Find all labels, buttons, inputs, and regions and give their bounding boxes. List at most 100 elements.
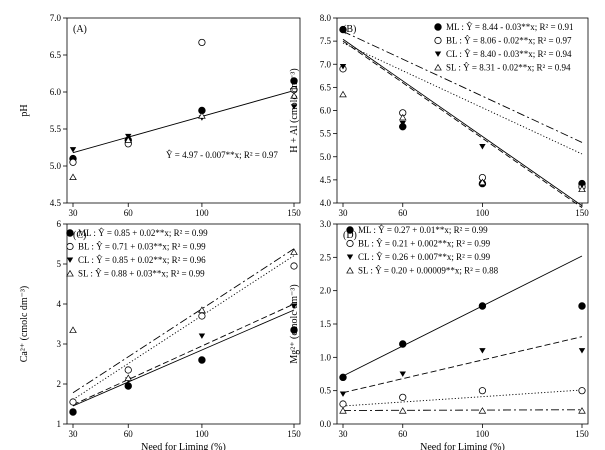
- fit-line-1: [72, 309, 295, 407]
- data-point: [290, 77, 298, 85]
- data-point: [339, 391, 347, 397]
- legend-marker: [346, 226, 354, 234]
- panel-3: 1 2 3 4 5 6 30 60 100 150 (C) Ca²⁺ (cmolc dm⁻³) Need…: [19, 219, 301, 450]
- legend-marker: [346, 254, 354, 260]
- legend-entry: SL : Ŷ = 0.88 + 0.03**x; R² = 0.99: [78, 269, 205, 279]
- x-axis-label: Need for Liming (%): [141, 442, 226, 450]
- x-tick-label: 100: [476, 429, 490, 439]
- fit-line-3: [72, 303, 295, 406]
- y-tick-label: 8.0: [320, 13, 332, 23]
- data-point: [478, 407, 487, 414]
- y-axis-label: Mg²⁺ (cmolc dm⁻³): [289, 284, 300, 363]
- panel-label: (D): [343, 230, 357, 241]
- panel-4: 0.0 0.5 1.0 1.5 2.0 2.5 3.0 30 60 100 150 (D) Mg²⁺ (…: [289, 219, 589, 450]
- legend-entry: ML : Ŷ = 0.85 + 0.02**x; R² = 0.99: [78, 228, 208, 238]
- x-tick-label: 60: [124, 429, 134, 439]
- data-point: [399, 393, 407, 401]
- legend-marker: [434, 36, 442, 45]
- data-point: [478, 387, 487, 395]
- data-point: [339, 25, 347, 34]
- x-axis-label: Need for Liming (%): [420, 442, 505, 450]
- x-tick-label: 150: [287, 429, 301, 439]
- legend-marker: [346, 266, 354, 274]
- data-point: [290, 303, 298, 309]
- data-point: [578, 302, 586, 310]
- legend-entry: ML : Ŷ = 0.27 + 0.01**x; R² = 0.99: [358, 225, 488, 235]
- y-tick-label: 0.5: [320, 386, 332, 396]
- data-point: [479, 144, 486, 150]
- y-tick-label: 5.5: [50, 124, 62, 134]
- fit-line-1: [342, 255, 583, 377]
- fit-line-2: [342, 389, 583, 407]
- y-tick-label: 6: [57, 219, 62, 229]
- data-point: [69, 158, 77, 166]
- x-tick-label: 30: [339, 429, 349, 439]
- panel-label: (A): [73, 24, 87, 35]
- legend-entry: BL : Ŷ = 0.21 + 0.002**x; R² = 0.99: [358, 239, 491, 249]
- data-point: [290, 326, 298, 334]
- plot-frame: [66, 223, 301, 425]
- data-point: [339, 90, 347, 98]
- fit-line-2: [72, 255, 295, 400]
- data-point: [339, 64, 347, 70]
- panel-label: (B): [343, 24, 356, 35]
- y-tick-label: 6.0: [320, 106, 332, 116]
- x-tick-label: 150: [575, 208, 589, 218]
- legend-marker: [346, 239, 354, 248]
- data-point: [479, 348, 486, 354]
- data-point: [398, 113, 407, 121]
- data-point: [69, 147, 77, 153]
- data-point: [399, 340, 407, 348]
- y-tick-label: 3.0: [320, 219, 332, 229]
- data-point: [290, 262, 298, 270]
- fit-line-1: [342, 38, 583, 207]
- data-point: [69, 173, 77, 181]
- data-point: [578, 348, 586, 354]
- data-point: [290, 92, 298, 99]
- y-axis-label: H + Al (cmolc dm⁻³): [289, 68, 300, 152]
- fit-line-4: [342, 409, 583, 411]
- data-point: [124, 366, 132, 374]
- y-tick-label: 7.0: [320, 59, 332, 69]
- y-tick-label: 4.5: [50, 198, 62, 208]
- y-tick-label: 5.5: [320, 129, 332, 139]
- y-tick-label: 4.0: [320, 198, 332, 208]
- fit-line-4: [72, 248, 295, 394]
- x-tick-label: 30: [69, 429, 79, 439]
- x-tick-label: 150: [575, 429, 589, 439]
- y-axis-label: Ca²⁺ (cmolc dm⁻³): [19, 286, 30, 363]
- data-point: [578, 407, 586, 414]
- legend-entry: Ŷ = 4.97 - 0.007**x; R² = 0.97: [166, 150, 278, 160]
- legend-marker: [66, 242, 74, 251]
- x-tick-label: 60: [124, 208, 134, 218]
- legend-entry: SL : Ŷ = 0.20 + 0.00009**x; R² = 0.88: [358, 266, 499, 276]
- legend-entry: CL : Ŷ = 0.85 + 0.02**x; R² = 0.96: [78, 255, 206, 265]
- legend-marker: [66, 269, 74, 277]
- legend-entry: CL : Ŷ = 0.26 + 0.007**x; R² = 0.99: [358, 252, 491, 262]
- legend-marker: [434, 63, 442, 71]
- y-tick-label: 1.5: [320, 319, 332, 329]
- y-tick-label: 4: [57, 299, 62, 309]
- data-point: [69, 326, 77, 333]
- fit-line-1: [72, 90, 295, 154]
- data-point: [198, 306, 206, 313]
- y-tick-label: 7.5: [320, 36, 332, 46]
- data-point: [290, 248, 298, 255]
- data-point: [398, 407, 407, 414]
- panel-label: (C): [73, 230, 86, 241]
- x-tick-label: 30: [339, 208, 349, 218]
- data-point: [198, 112, 206, 119]
- legend-marker: [66, 257, 74, 263]
- fit-line-3: [342, 336, 583, 394]
- legend-entry: CL : Ŷ = 8.40 - 0.03**x; R² = 0.94: [446, 49, 572, 59]
- y-axis-label: pH: [19, 104, 30, 116]
- y-tick-label: 2: [57, 379, 62, 389]
- data-point: [478, 178, 487, 186]
- y-tick-label: 4.5: [320, 175, 332, 185]
- y-tick-label: 5: [57, 259, 62, 269]
- legend-marker: [66, 229, 74, 237]
- data-point: [399, 120, 406, 127]
- data-point: [290, 104, 298, 110]
- y-tick-label: 1.0: [320, 352, 332, 362]
- y-tick-label: 5.0: [50, 161, 62, 171]
